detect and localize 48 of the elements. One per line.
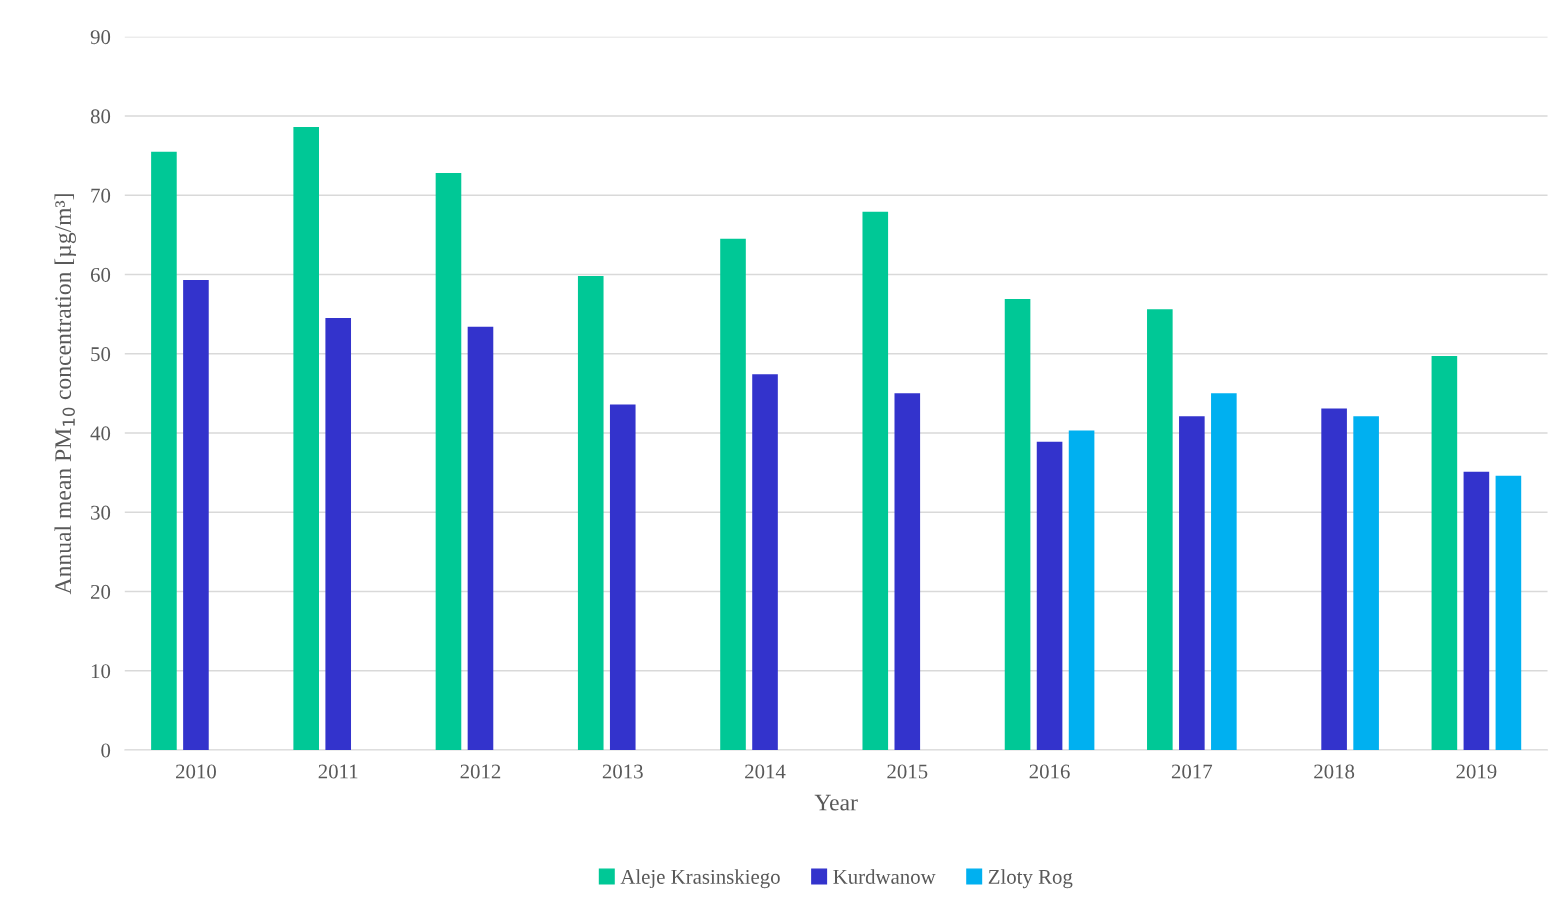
y-tick-label: 50 [91,347,111,362]
x-tick-label: 2014 [745,764,786,779]
bar [183,280,209,751]
bar [151,151,177,751]
x-tick-label: 2011 [318,764,358,779]
bar [1353,416,1379,751]
x-tick-label: 2019 [1456,764,1497,779]
x-axis-title: Year [814,794,858,811]
x-tick-label: 2013 [602,764,643,779]
y-tick-label: 30 [91,505,111,520]
bar [1321,408,1347,751]
x-tick-label: 2012 [460,764,501,779]
bar [862,211,889,751]
bar [752,374,778,751]
y-tick-label: 70 [91,188,111,203]
bar [1036,441,1063,751]
bar [1431,356,1458,751]
bar [1147,309,1173,751]
bar [325,318,352,751]
y-tick-label: 10 [91,664,111,679]
legend-label: Zloty Rog [988,869,1073,889]
y-tick-label: 0 [101,743,111,758]
x-tick-label: 2010 [176,764,216,779]
bar [1211,393,1237,751]
x-tick-label: 2016 [1029,764,1070,779]
y-tick-label: 60 [90,267,111,282]
bar [720,238,746,751]
bar [435,173,462,751]
bar [1004,299,1031,751]
bar [1495,475,1522,751]
y-tick-label: 20 [90,584,111,599]
bar [1179,416,1205,751]
legend-label: Kurdwanow [833,869,936,884]
bar [1463,471,1490,751]
y-tick-label: 40 [90,426,111,441]
y-axis-title: Annual mean PM$_{10}$ concentration [µg/m³] [54,194,76,595]
bar [894,393,921,751]
bar [1068,430,1095,751]
y-tick-label: 90 [90,30,111,45]
x-tick-label: 2017 [1171,764,1213,779]
x-tick-label: 2015 [887,764,928,779]
y-tick-label: 80 [90,109,111,124]
bar [467,326,494,751]
legend-label: Aleje Krasinskiego [620,869,780,889]
bar [609,404,636,751]
bar [293,127,319,751]
x-tick-label: 2018 [1314,764,1355,779]
bar [577,276,604,751]
